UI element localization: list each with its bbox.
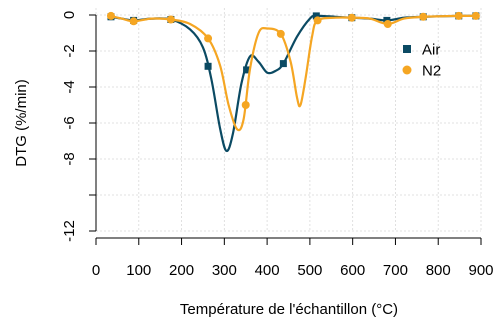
data-point-n2 bbox=[130, 17, 138, 25]
y-tick-label: -8 bbox=[61, 152, 78, 165]
data-point-n2 bbox=[107, 12, 115, 20]
x-tick-label: 0 bbox=[92, 262, 100, 279]
legend: Air N2 bbox=[403, 42, 442, 80]
data-point-n2 bbox=[242, 101, 250, 109]
legend-marker-n2 bbox=[403, 66, 412, 75]
data-point-n2 bbox=[314, 16, 322, 24]
legend-label-n2: N2 bbox=[422, 63, 441, 80]
x-axis-label: Température de l'échantillon (°C) bbox=[180, 301, 398, 318]
y-tick-label: -12 bbox=[61, 220, 78, 242]
data-point-n2 bbox=[419, 13, 427, 21]
data-point-n2 bbox=[455, 12, 463, 20]
legend-item-n2: N2 bbox=[403, 63, 442, 80]
y-tick-label: -2 bbox=[61, 44, 78, 57]
y-tick-label: 0 bbox=[61, 11, 78, 19]
data-point-n2 bbox=[167, 16, 175, 24]
x-tick-label: 800 bbox=[426, 262, 451, 279]
series-layer bbox=[107, 12, 480, 151]
y-axis-label: DTG (%/min) bbox=[13, 79, 30, 167]
y-tick-label: -4 bbox=[61, 80, 78, 93]
x-tick-label: 100 bbox=[126, 262, 151, 279]
x-tick-label: 300 bbox=[212, 262, 237, 279]
data-point-n2 bbox=[204, 34, 212, 42]
legend-item-air: Air bbox=[403, 42, 440, 59]
data-point-n2 bbox=[277, 30, 285, 38]
data-point-air bbox=[280, 60, 287, 67]
data-point-air bbox=[205, 63, 212, 70]
x-tick-label: 500 bbox=[297, 262, 322, 279]
series-line-air bbox=[111, 16, 476, 151]
data-point-n2 bbox=[384, 20, 392, 28]
legend-label-air: Air bbox=[422, 42, 440, 59]
x-tick-label: 600 bbox=[340, 262, 365, 279]
legend-marker-air bbox=[403, 45, 411, 53]
data-point-n2 bbox=[348, 14, 356, 22]
x-tick-label: 400 bbox=[255, 262, 280, 279]
x-tick-label: 700 bbox=[383, 262, 408, 279]
x-tick-label: 900 bbox=[468, 262, 493, 279]
data-point-n2 bbox=[472, 12, 480, 20]
y-tick-label: -6 bbox=[61, 116, 78, 129]
x-tick-label: 200 bbox=[169, 262, 194, 279]
